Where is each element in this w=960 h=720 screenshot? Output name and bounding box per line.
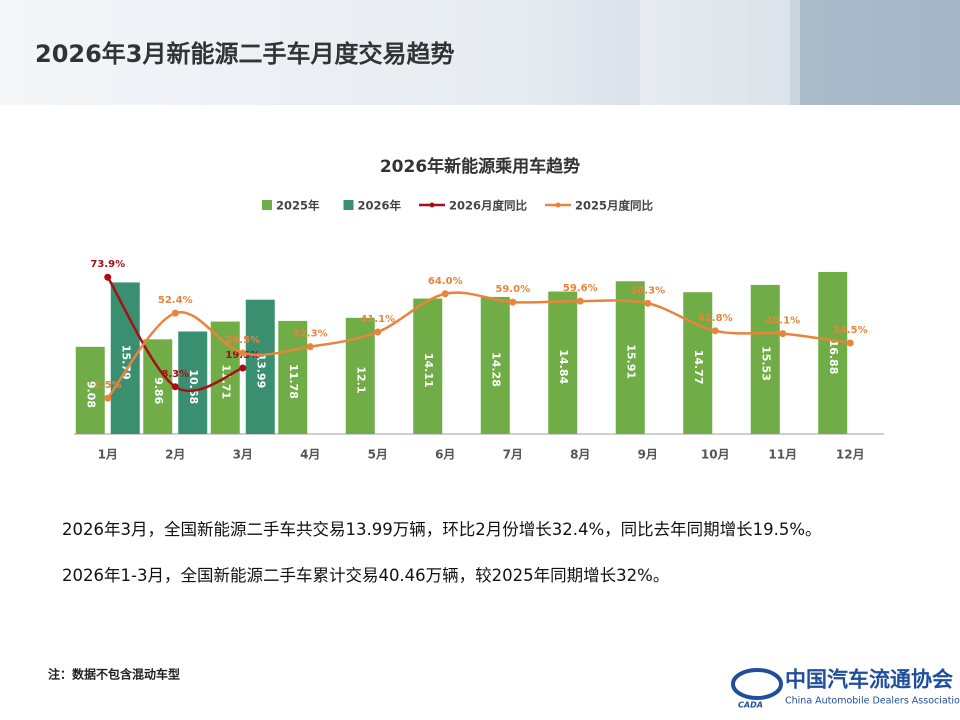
line-value-label: 59.6% [563, 283, 598, 294]
bar-value-label: 15.53 [759, 346, 772, 381]
chart-title: 2026年新能源乘用车趋势 [380, 156, 580, 177]
line-point [441, 290, 449, 298]
bar-value-label: 14.84 [557, 349, 570, 384]
legend-swatch [262, 200, 272, 210]
bar [818, 271, 848, 434]
x-tick-label: 4月 [300, 448, 320, 462]
line-point [644, 299, 652, 307]
logo: CADA 中国汽车流通协会 China Automobile Dealers A… [731, 667, 960, 710]
line-point [306, 343, 314, 351]
x-tick-label: 1月 [98, 448, 118, 462]
line-value-label: 34.5% [833, 325, 868, 336]
line-value-label: 41.8% [698, 313, 733, 324]
line-point [846, 339, 854, 347]
bar-value-label: 9.86 [152, 377, 165, 404]
line-point [239, 349, 247, 357]
bar [178, 331, 208, 434]
logo-english: China Automobile Dealers Association [785, 696, 960, 707]
bar-value-label: 16.88 [827, 340, 840, 375]
x-tick-label: 2月 [165, 448, 185, 462]
x-tick-label: 8月 [570, 448, 590, 462]
line-value-label: 52.4% [158, 295, 193, 306]
line-point [509, 298, 517, 306]
legend-label: 2025月度同比 [575, 199, 654, 213]
legend-swatch [429, 202, 435, 208]
paragraph: 2026年3月，全国新能源二手车共交易13.99万辆，环比2月份增长32.4%，… [62, 520, 822, 539]
legend-swatch [555, 202, 561, 208]
line-value-label: 1.5% [94, 380, 122, 391]
logo-mark [731, 668, 783, 700]
x-tick-label: 7月 [503, 448, 523, 462]
bar [75, 346, 105, 434]
x-tick-label: 9月 [638, 448, 658, 462]
bar [750, 284, 780, 434]
note: 注：数据不包含混动车型 [48, 667, 180, 682]
line-point [104, 273, 112, 281]
bar [683, 292, 713, 434]
line-point [779, 330, 787, 338]
logo-name: 中国汽车流通协会 [785, 667, 953, 692]
line-point [374, 328, 382, 336]
line-value-label: 64.0% [428, 276, 463, 287]
bar-value-label: 15.91 [624, 344, 637, 379]
line-value-label: 58.3% [630, 285, 665, 296]
line-point [171, 309, 179, 317]
bar-value-label: 14.77 [692, 350, 705, 385]
bar [278, 320, 308, 434]
line-point [239, 364, 247, 372]
line-point [104, 394, 112, 402]
bar-value-label: 9.08 [84, 381, 97, 408]
line-value-label: 73.9% [90, 259, 125, 270]
slide-title: 2026年3月新能源二手车月度交易趋势 [35, 40, 455, 68]
bar-value-label: 10.68 [187, 369, 200, 404]
header-decoration [640, 0, 790, 105]
paragraph: 2026年1-3月，全国新能源二手车累计交易40.46万辆，较2025年同期增长… [62, 566, 670, 585]
bar [245, 299, 275, 434]
line-point [711, 327, 719, 335]
line-value-label: 8.3% [161, 369, 189, 380]
bar [480, 296, 510, 434]
bar [548, 291, 578, 434]
bar-value-label: 12.1 [354, 366, 367, 393]
x-tick-label: 5月 [368, 448, 388, 462]
line-point [171, 383, 179, 391]
legend-label: 2026年 [358, 199, 402, 213]
logo-abbr: CADA [738, 701, 763, 710]
legend-label: 2025年 [276, 199, 320, 213]
legend-label: 2026月度同比 [449, 199, 528, 213]
x-tick-label: 11月 [768, 448, 797, 462]
line-value-label: 59.0% [495, 284, 530, 295]
line-value-label: 40.1% [765, 316, 800, 327]
bar-value-label: 14.28 [489, 352, 502, 387]
line-value-label: 41.1% [360, 314, 395, 325]
bar-value-label: 14.11 [422, 353, 435, 388]
bar-value-label: 11.78 [287, 364, 300, 399]
bar-value-label: 15.79 [119, 345, 132, 380]
line-point [576, 297, 584, 305]
legend-swatch [343, 200, 354, 210]
x-tick-label: 6月 [435, 448, 455, 462]
bar-value-label: 13.99 [254, 353, 267, 388]
line-value-label: 32.3% [293, 329, 328, 340]
bar [143, 339, 173, 434]
x-tick-label: 12月 [836, 448, 865, 462]
bar [615, 281, 645, 434]
bar [413, 298, 443, 434]
bar-value-label: 11.71 [219, 364, 232, 399]
x-tick-label: 10月 [701, 448, 730, 462]
x-tick-label: 3月 [233, 448, 253, 462]
header-decoration [800, 0, 960, 105]
line-value-label: 28.5% [225, 335, 260, 346]
